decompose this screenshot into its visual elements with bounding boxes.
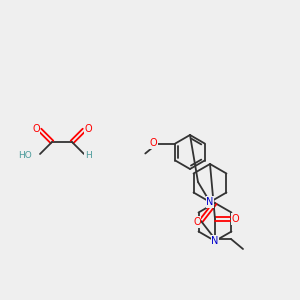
Text: O: O xyxy=(149,139,157,148)
Text: O: O xyxy=(231,214,239,224)
Text: O: O xyxy=(32,124,40,134)
Text: H: H xyxy=(85,151,92,160)
Text: HO: HO xyxy=(18,151,32,160)
Text: N: N xyxy=(211,236,219,246)
Text: O: O xyxy=(84,124,92,134)
Text: N: N xyxy=(206,197,214,207)
Text: O: O xyxy=(193,217,201,227)
